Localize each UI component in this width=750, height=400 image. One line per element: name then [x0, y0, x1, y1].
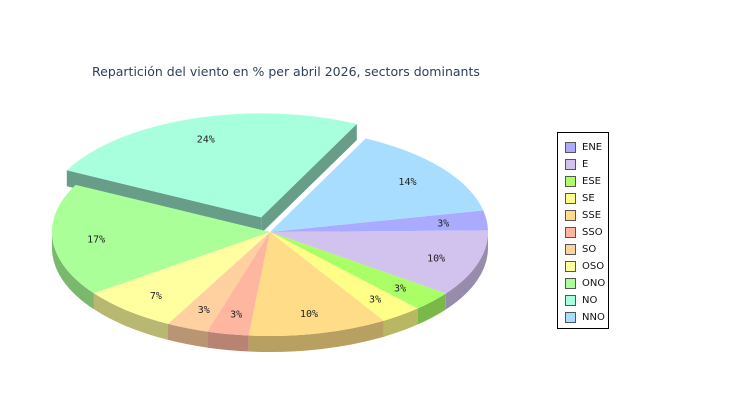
legend-swatch [565, 312, 576, 323]
legend-item-sse: SSE [558, 207, 608, 224]
legend-label: SSE [582, 210, 602, 221]
slice-se [270, 232, 418, 321]
slice-label-nno: 14% [398, 177, 416, 188]
legend-item-oso: OSO [558, 258, 608, 275]
legend-swatch [565, 244, 576, 255]
legend-label: SSO [582, 227, 603, 238]
legend-swatch [565, 295, 576, 306]
legend-swatch [565, 261, 576, 272]
legend-item-ono: ONO [558, 275, 608, 292]
slice-no [66, 113, 357, 218]
legend-label: ENE [582, 142, 603, 153]
slice-ene [270, 210, 488, 232]
slice-label-oso: 7% [150, 291, 162, 302]
legend-swatch [565, 176, 576, 187]
legend-label: SO [582, 244, 597, 255]
slice-label-e: 10% [427, 253, 445, 264]
legend-item-no: NO [558, 292, 608, 309]
legend-swatch [565, 159, 576, 170]
slice-label-ene: 3% [437, 219, 449, 230]
slice-side-sse [248, 320, 384, 353]
slice-label-se: 3% [369, 294, 381, 305]
slice-label-so: 3% [198, 305, 210, 316]
slice-side-ese [417, 293, 446, 325]
slice-e [270, 230, 489, 294]
slice-so [168, 232, 270, 332]
legend-swatch [565, 227, 576, 238]
slice-edge-no-1 [261, 123, 357, 234]
legend-swatch [565, 210, 576, 221]
slice-side-sso [207, 331, 249, 352]
chart-title: Repartición del viento en % per abril 20… [92, 64, 480, 79]
legend-label: ESE [582, 176, 601, 187]
slice-edge-no-0 [66, 170, 262, 234]
legend-label: NO [582, 295, 598, 306]
slice-label-ese: 3% [394, 283, 406, 294]
slice-label-sso: 3% [230, 310, 242, 321]
legend-label: E [582, 159, 589, 170]
slice-side-ono [52, 232, 94, 310]
slice-ono [51, 184, 270, 294]
legend: ENE E ESE SE SSE SSO SO OSO ONO NO NNO [557, 132, 609, 329]
slice-label-no: 24% [197, 134, 215, 145]
legend-item-se: SE [558, 190, 608, 207]
legend-item-e: E [558, 156, 608, 173]
legend-item-ese: ESE [558, 173, 608, 190]
slice-label-sse: 10% [300, 309, 318, 320]
slice-nno [270, 138, 484, 232]
legend-swatch [565, 193, 576, 204]
legend-item-so: SO [558, 241, 608, 258]
slice-oso [93, 232, 270, 324]
legend-label: ONO [582, 278, 606, 289]
slice-ese [270, 232, 446, 309]
slice-label-ono: 17% [87, 235, 105, 246]
legend-item-nno: NNO [558, 309, 608, 326]
legend-swatch [565, 278, 576, 289]
slice-side-e [445, 232, 488, 310]
slice-side-oso [93, 293, 169, 340]
legend-label: SE [582, 193, 595, 204]
legend-label: NNO [582, 312, 605, 323]
slice-sso [207, 232, 270, 336]
legend-item-sso: SSO [558, 224, 608, 241]
legend-swatch [565, 142, 576, 153]
slice-side-so [168, 323, 208, 348]
slice-sse [248, 232, 384, 336]
slice-side-se [383, 308, 418, 337]
legend-item-ene: ENE [558, 139, 608, 156]
legend-label: OSO [582, 261, 605, 272]
